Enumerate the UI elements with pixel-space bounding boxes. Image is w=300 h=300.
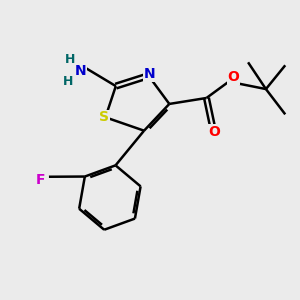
Text: H: H [63, 75, 74, 88]
Text: O: O [227, 70, 239, 84]
Text: N: N [74, 64, 86, 78]
Text: N: N [143, 67, 155, 81]
Text: H: H [64, 53, 75, 66]
Text: O: O [208, 124, 220, 139]
Text: F: F [35, 173, 45, 187]
Text: S: S [99, 110, 109, 124]
